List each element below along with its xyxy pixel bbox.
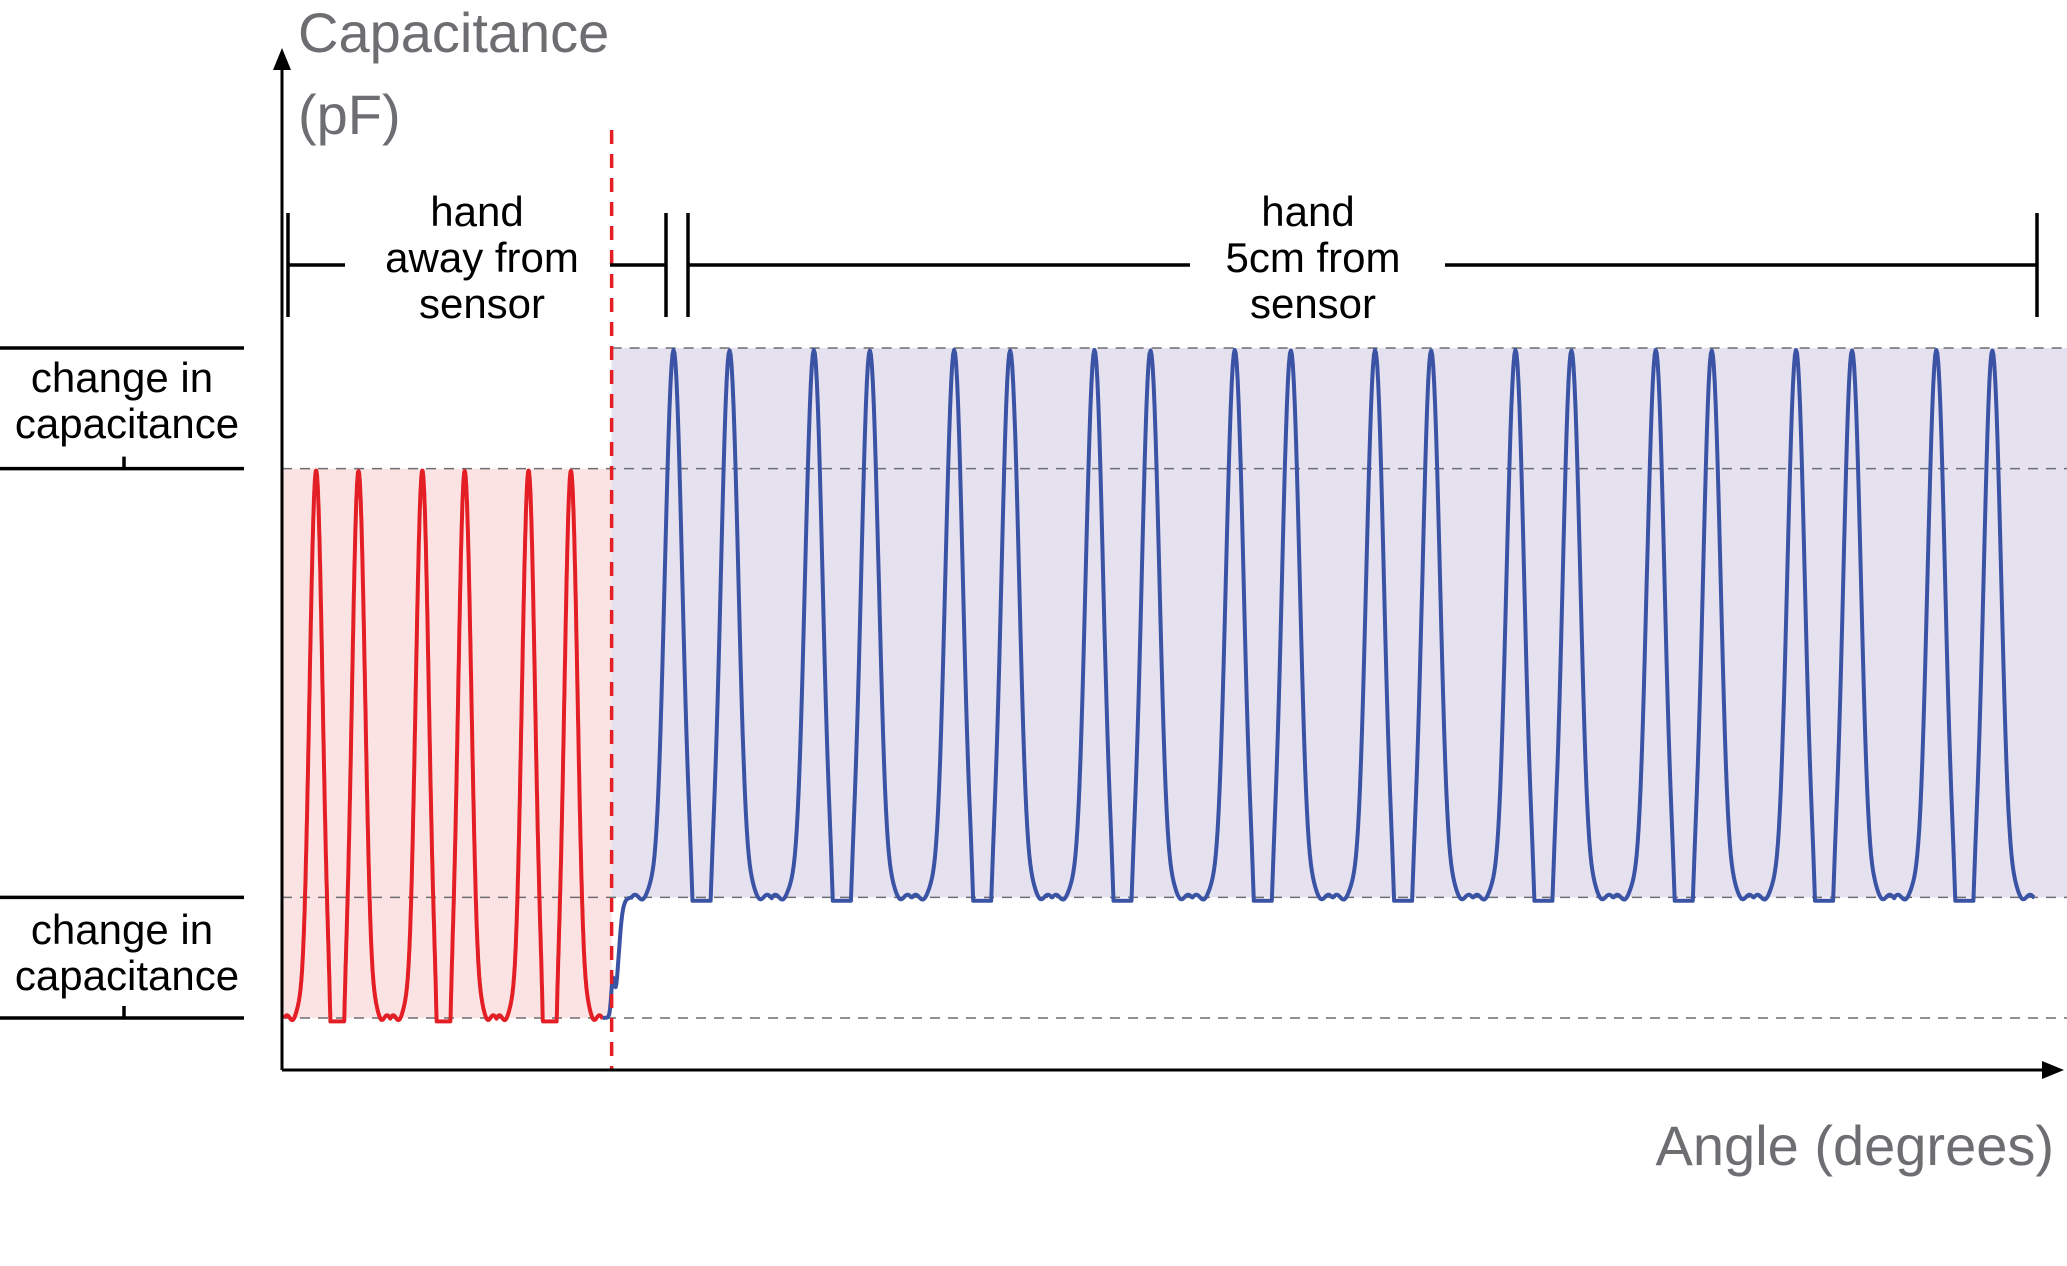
region-near-label-line-1: hand (1261, 188, 1354, 235)
y-axis-arrowhead (273, 48, 291, 70)
region-away-label-line-1: hand (430, 188, 523, 235)
x-axis-arrowhead (2042, 1061, 2064, 1079)
y-axis-title-line-1: Capacitance (298, 1, 609, 64)
change-label-bottom-line-2: capacitance (15, 952, 239, 999)
change-label-top-line-1: change in (31, 354, 213, 401)
region-away-label-line-2: away from (385, 234, 579, 281)
x-axis-title: Angle (degrees) (1656, 1114, 2054, 1177)
reference-lines (282, 347, 2067, 1019)
change-label-top-line-2: capacitance (15, 400, 239, 447)
change-label-bottom-line-1: change in (31, 906, 213, 953)
y-axis-title-line-2: (pF) (298, 83, 401, 146)
change-brackets (0, 346, 244, 1020)
region-away-label-line-3: sensor (419, 280, 545, 327)
region-near-label-line-2: 5cm from (1225, 234, 1400, 281)
series-away-line (282, 468, 605, 1024)
region-near-label-line-3: sensor (1250, 280, 1376, 327)
away-region-band (282, 468, 612, 1019)
series-near-line (601, 348, 2036, 1020)
region-brackets (286, 213, 2039, 317)
